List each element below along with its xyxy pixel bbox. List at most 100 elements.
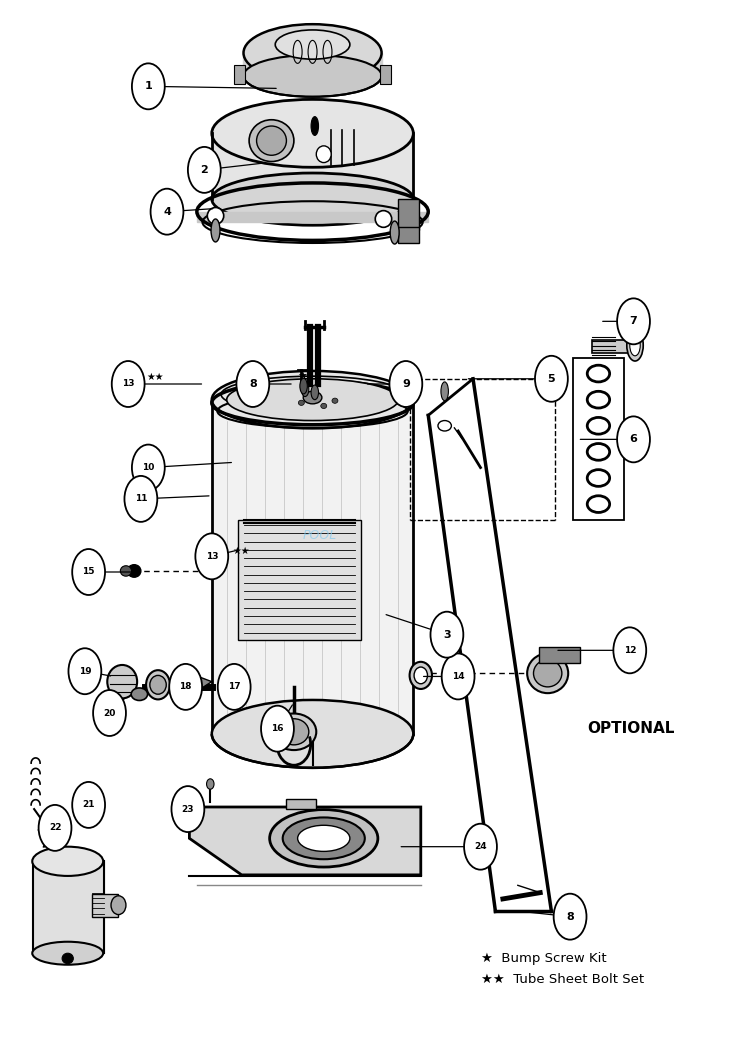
Text: ★★  Tube Sheet Bolt Set: ★★ Tube Sheet Bolt Set xyxy=(481,973,644,986)
Ellipse shape xyxy=(317,146,331,163)
Ellipse shape xyxy=(211,219,220,242)
Circle shape xyxy=(535,356,568,402)
Circle shape xyxy=(68,648,102,694)
Polygon shape xyxy=(32,861,104,953)
Ellipse shape xyxy=(311,385,319,400)
Polygon shape xyxy=(190,807,421,875)
Ellipse shape xyxy=(527,653,569,693)
Text: 3: 3 xyxy=(443,630,450,639)
Ellipse shape xyxy=(302,382,309,397)
Ellipse shape xyxy=(375,211,392,228)
Text: 13: 13 xyxy=(205,552,218,561)
Ellipse shape xyxy=(32,942,103,965)
Ellipse shape xyxy=(627,330,643,361)
Circle shape xyxy=(261,706,294,752)
Ellipse shape xyxy=(111,896,126,915)
Ellipse shape xyxy=(300,378,308,394)
Text: 7: 7 xyxy=(629,316,638,327)
Text: 23: 23 xyxy=(182,804,194,814)
Circle shape xyxy=(132,63,165,109)
Ellipse shape xyxy=(390,222,399,244)
Text: OPTIONAL: OPTIONAL xyxy=(587,721,675,736)
Ellipse shape xyxy=(298,825,350,852)
Bar xyxy=(238,520,361,639)
Text: POOL: POOL xyxy=(303,529,337,542)
Ellipse shape xyxy=(212,371,414,428)
Ellipse shape xyxy=(629,335,640,356)
Ellipse shape xyxy=(131,688,147,700)
Text: 6: 6 xyxy=(629,435,638,444)
Text: 4: 4 xyxy=(163,207,171,216)
Circle shape xyxy=(553,894,587,940)
Ellipse shape xyxy=(256,126,287,155)
Circle shape xyxy=(132,444,165,490)
Text: ★  Bump Screw Kit: ★ Bump Screw Kit xyxy=(481,952,606,965)
Circle shape xyxy=(150,189,183,234)
Ellipse shape xyxy=(321,403,326,408)
Ellipse shape xyxy=(244,55,381,97)
Ellipse shape xyxy=(172,672,195,698)
Ellipse shape xyxy=(127,565,141,578)
Ellipse shape xyxy=(311,117,319,135)
Text: 8: 8 xyxy=(566,911,574,922)
Text: ★: ★ xyxy=(297,372,307,382)
Circle shape xyxy=(188,147,221,193)
Polygon shape xyxy=(197,212,428,223)
Ellipse shape xyxy=(212,173,414,226)
Ellipse shape xyxy=(32,846,103,876)
Circle shape xyxy=(236,361,269,407)
Ellipse shape xyxy=(207,779,214,790)
Text: 21: 21 xyxy=(83,800,95,810)
Bar xyxy=(287,799,317,810)
Text: 12: 12 xyxy=(623,646,636,655)
Text: 2: 2 xyxy=(201,165,208,175)
Text: 8: 8 xyxy=(249,379,256,388)
Polygon shape xyxy=(243,52,382,76)
Text: 18: 18 xyxy=(180,682,192,691)
Text: 22: 22 xyxy=(49,823,61,833)
Bar xyxy=(538,647,580,663)
Circle shape xyxy=(390,361,423,407)
Ellipse shape xyxy=(120,566,132,576)
Text: 24: 24 xyxy=(475,842,487,852)
Bar xyxy=(399,228,420,243)
Circle shape xyxy=(218,664,250,710)
Ellipse shape xyxy=(441,382,448,401)
Circle shape xyxy=(124,476,157,522)
Ellipse shape xyxy=(146,670,170,699)
Text: 1: 1 xyxy=(144,81,152,91)
Circle shape xyxy=(617,417,650,462)
Bar xyxy=(380,65,391,84)
Text: 19: 19 xyxy=(78,667,91,676)
Text: 9: 9 xyxy=(402,379,410,388)
Ellipse shape xyxy=(212,100,414,167)
Circle shape xyxy=(617,298,650,344)
Text: 5: 5 xyxy=(547,374,555,384)
Ellipse shape xyxy=(249,120,294,162)
Text: 14: 14 xyxy=(452,672,465,681)
Polygon shape xyxy=(196,675,212,692)
Ellipse shape xyxy=(283,818,365,859)
Circle shape xyxy=(169,664,202,710)
Circle shape xyxy=(464,823,497,869)
Circle shape xyxy=(171,786,205,832)
Ellipse shape xyxy=(208,208,224,225)
Circle shape xyxy=(72,782,105,827)
Ellipse shape xyxy=(270,810,378,867)
Ellipse shape xyxy=(271,714,317,750)
Circle shape xyxy=(196,533,228,580)
Circle shape xyxy=(93,690,126,736)
Ellipse shape xyxy=(62,953,73,964)
Ellipse shape xyxy=(332,398,338,403)
Ellipse shape xyxy=(279,719,309,744)
Circle shape xyxy=(430,612,463,657)
Bar xyxy=(234,65,245,84)
Ellipse shape xyxy=(108,665,137,698)
Text: 20: 20 xyxy=(103,709,116,717)
Circle shape xyxy=(614,627,646,673)
Ellipse shape xyxy=(299,400,305,405)
Text: 13: 13 xyxy=(122,379,135,388)
Text: 10: 10 xyxy=(142,463,154,472)
Text: 11: 11 xyxy=(135,495,147,503)
Polygon shape xyxy=(212,133,414,200)
